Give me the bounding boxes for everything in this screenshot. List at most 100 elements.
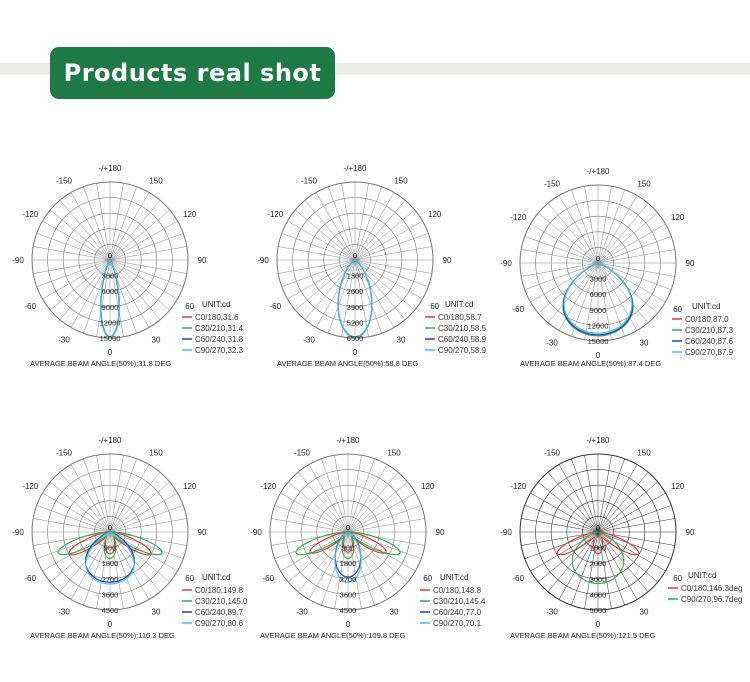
angle-label: -150	[544, 448, 561, 457]
radial-tick-label: 3600	[340, 590, 357, 599]
grid-spoke	[341, 183, 356, 261]
angle-label: -/+180	[587, 436, 610, 445]
angle-label: 0	[353, 348, 358, 357]
grid-spoke	[354, 209, 415, 261]
angle-label: 150	[149, 176, 163, 185]
unit-label: UNIT:cd	[688, 571, 716, 580]
grid-spoke	[50, 259, 111, 311]
radial-tick-label: 6000	[102, 287, 119, 296]
radial-tick-label: 4500	[340, 606, 357, 615]
beam-angle-caption: AVERAGE BEAM ANGLE(50%):116.3 DEG	[30, 631, 175, 640]
grid-spoke	[354, 200, 406, 261]
angle-label: -120	[22, 210, 39, 219]
grid-spoke	[597, 212, 658, 264]
grid-spoke	[288, 481, 349, 533]
angle-label: -90	[250, 528, 262, 537]
polar-grid	[519, 453, 677, 611]
grid-spoke	[597, 518, 675, 533]
legend-entry: C0/180,58.7	[438, 313, 482, 322]
angle-label: 90	[436, 528, 445, 537]
grid-spoke	[33, 246, 111, 261]
angle-label: 150	[149, 448, 163, 457]
legend-entry: C90/270,87.9	[685, 348, 734, 357]
radial-tick-label: 15000	[588, 337, 609, 346]
grid-spoke	[597, 195, 638, 264]
grid-spoke	[109, 209, 170, 261]
radial-tick-label: 3000	[590, 575, 607, 584]
angle-label: 30	[640, 339, 649, 348]
grid-spoke	[354, 192, 395, 261]
unit-label: UNIT:cd	[692, 302, 720, 311]
grid-spoke	[281, 233, 356, 261]
grid-spoke	[297, 472, 349, 533]
grid-spoke	[597, 262, 675, 277]
grid-spoke	[347, 531, 362, 609]
angle-label: 120	[428, 210, 442, 219]
grid-spoke	[271, 531, 349, 546]
angle-label: 150	[637, 448, 651, 457]
radial-tick-label: 3600	[102, 590, 119, 599]
grid-spoke	[321, 458, 349, 533]
grid-spoke	[109, 472, 161, 533]
grid-spoke	[354, 259, 395, 328]
angle-label: -/+180	[99, 164, 122, 173]
angle-label: 0	[346, 620, 351, 629]
angle-label: -60	[513, 305, 525, 314]
angle-label: -30	[546, 608, 558, 617]
legend-entry: C60/240,87.6	[685, 337, 734, 346]
grid-spoke	[584, 531, 599, 609]
radial-tick-label: 2600	[347, 287, 364, 296]
grid-spoke	[295, 259, 356, 311]
grid-spoke	[287, 259, 356, 300]
angle-label: -150	[294, 448, 311, 457]
grid-spoke	[109, 531, 184, 559]
radial-tick-label: 9000	[590, 306, 607, 315]
grid-spoke	[36, 259, 111, 287]
grid-spoke	[597, 531, 672, 559]
grid-spoke	[70, 259, 111, 328]
angle-label: -60	[263, 574, 275, 583]
angle-label: -30	[58, 608, 70, 617]
grid-spoke	[347, 464, 388, 533]
angle-label: 60	[423, 574, 432, 583]
grid-spoke	[278, 246, 356, 261]
angle-label: -150	[544, 179, 561, 188]
grid-spoke	[521, 249, 599, 264]
grid-spoke	[558, 531, 599, 600]
legend-entry: C90/270,96.7deg	[681, 595, 742, 604]
grid-spoke	[109, 259, 178, 300]
grid-spoke	[109, 481, 170, 533]
grid-spoke	[109, 492, 178, 533]
angle-label: 30	[640, 608, 649, 617]
grid-spoke	[347, 472, 399, 533]
legend-entry: C90/270,58.9	[438, 346, 487, 355]
grid-spoke	[96, 183, 111, 261]
angle-label: 150	[387, 448, 401, 457]
grid-spoke	[597, 262, 638, 331]
angle-label: 30	[152, 608, 161, 617]
grid-spoke	[584, 262, 599, 340]
grid-spoke	[109, 233, 184, 261]
unit-label: UNIT:cd	[440, 573, 468, 582]
angle-label: 30	[152, 336, 161, 345]
grid-spoke	[347, 531, 388, 600]
grid-spoke	[354, 259, 429, 287]
angle-label: 60	[185, 302, 194, 311]
grid-spoke	[280, 492, 349, 533]
grid-spoke	[109, 183, 124, 261]
legend-entry: C90/270,70.1	[433, 619, 482, 628]
grid-spoke	[109, 220, 178, 261]
grid-spoke	[109, 531, 124, 609]
angle-label: -90	[500, 259, 512, 268]
grid-spoke	[334, 455, 349, 533]
grid-spoke	[521, 518, 599, 533]
grid-spoke	[347, 505, 422, 533]
legend-entry: C90/270,32.3	[195, 346, 244, 355]
angle-label: -120	[510, 213, 527, 222]
grid-spoke	[109, 259, 150, 328]
grid-spoke	[109, 200, 161, 261]
grid-spoke	[584, 455, 599, 533]
angle-label: -150	[56, 176, 73, 185]
